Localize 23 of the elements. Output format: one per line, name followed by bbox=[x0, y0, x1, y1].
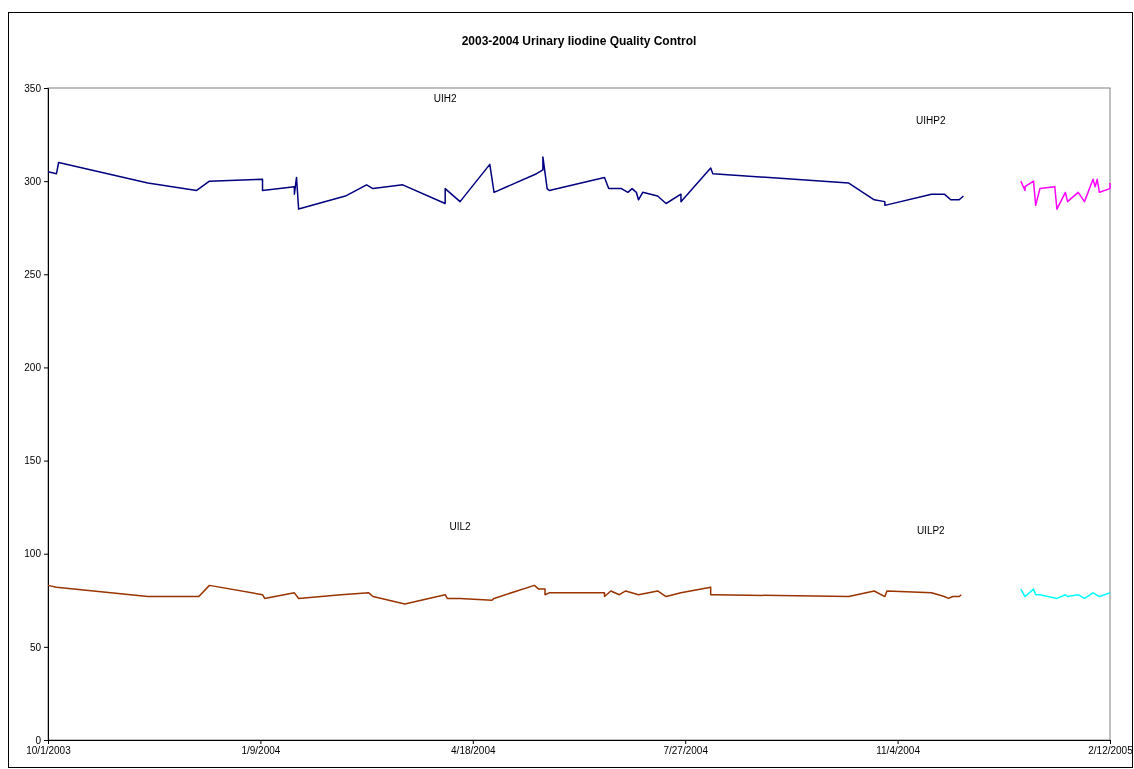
annotation: UIHP2 bbox=[916, 115, 946, 127]
y-tick-label: 200 bbox=[24, 362, 42, 374]
x-tick-label: 4/18/2004 bbox=[451, 745, 496, 757]
y-tick-label: 250 bbox=[24, 268, 42, 280]
line-series bbox=[47, 156, 965, 210]
line-series bbox=[1020, 178, 1111, 210]
y-tick-label: 150 bbox=[24, 455, 42, 467]
y-tick-label: 50 bbox=[29, 641, 42, 653]
x-tick-label: 2/12/2005 bbox=[1088, 745, 1134, 757]
x-tick-label: 1/9/2004 bbox=[241, 745, 281, 757]
x-tick-label: 7/27/2004 bbox=[663, 745, 709, 757]
y-tick-label: 0 bbox=[35, 734, 42, 746]
x-tick-label: 10/1/2003 bbox=[26, 745, 72, 757]
line-series bbox=[47, 584, 963, 605]
x-tick-label: 11/4/2004 bbox=[876, 745, 921, 757]
y-tick-label: 350 bbox=[24, 82, 42, 94]
annotation: UILP2 bbox=[916, 525, 946, 537]
annotation: UIH2 bbox=[433, 92, 458, 104]
chart-title: 2003-2004 Urinary Iiodine Quality Control bbox=[461, 34, 697, 48]
y-tick-label: 300 bbox=[24, 175, 42, 187]
annotation: UIL2 bbox=[449, 521, 472, 533]
line-series bbox=[1020, 588, 1111, 600]
y-tick-label: 100 bbox=[24, 548, 42, 560]
